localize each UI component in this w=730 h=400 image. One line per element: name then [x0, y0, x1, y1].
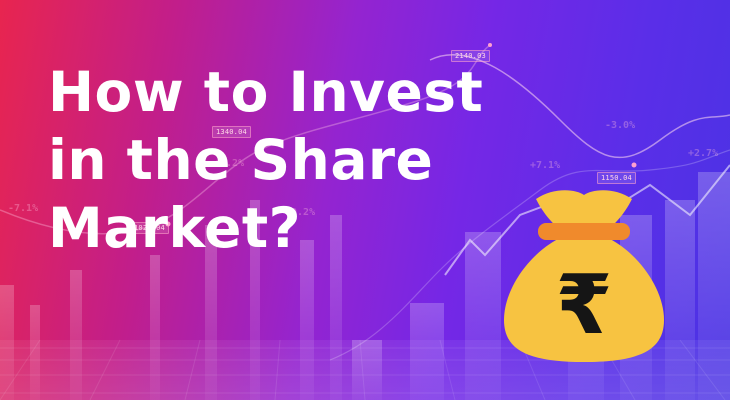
money-bag-rupee-icon: ₹ — [504, 190, 664, 362]
percent-label: +5.2% — [214, 158, 245, 169]
headline-line: How to Invest — [48, 60, 484, 124]
price-tag: 2140.03 — [451, 50, 490, 62]
percent-label: -7.1% — [8, 203, 39, 214]
percent-label: +7.1% — [530, 160, 561, 171]
headline-line: in the Share — [48, 128, 434, 192]
price-tag: 1340.04 — [212, 126, 251, 138]
percent-label: -3.0% — [605, 120, 636, 131]
headline-line: Market? — [48, 196, 302, 260]
percent-label: -0.2% — [285, 207, 316, 218]
percent-label: +2.7% — [688, 148, 719, 159]
rupee-symbol: ₹ — [555, 258, 612, 353]
background-bars — [0, 200, 342, 400]
price-tag: 1020.04 — [130, 222, 169, 234]
headline: How to Invest in the Share Market? — [48, 58, 483, 262]
price-tag: 1150.04 — [597, 172, 636, 184]
